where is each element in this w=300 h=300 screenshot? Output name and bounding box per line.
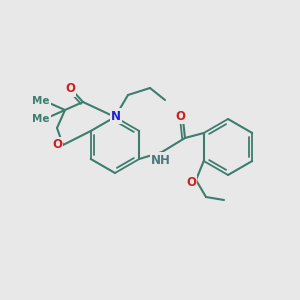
Text: N: N [111,110,121,122]
Text: O: O [52,139,62,152]
Text: O: O [175,110,185,122]
Text: O: O [186,176,196,188]
Text: Me: Me [32,114,50,124]
Text: O: O [65,82,75,95]
Text: Me: Me [32,96,50,106]
Text: NH: NH [151,154,171,166]
